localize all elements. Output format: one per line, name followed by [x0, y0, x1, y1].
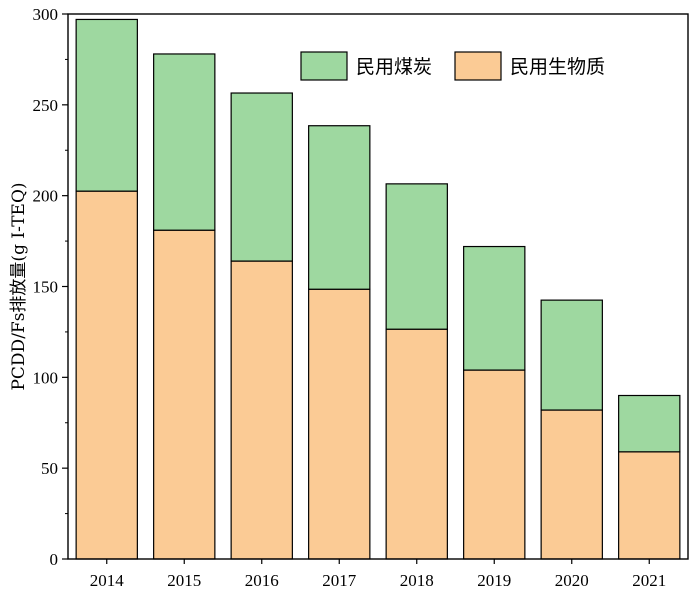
- x-axis: 2014 2015 2016 2017 2018 2019 2020 2021: [90, 559, 666, 590]
- bars-group: [75, 18, 681, 560]
- x-tick-label-2014: 2014: [90, 571, 125, 590]
- legend-swatch: [454, 51, 502, 81]
- y-tick-label: 150: [33, 278, 59, 297]
- bar-biomass-2014: [75, 190, 138, 560]
- x-tick-label-2021: 2021: [632, 571, 666, 590]
- y-tick-label: 0: [50, 550, 59, 569]
- x-tick-label-2016: 2016: [245, 571, 279, 590]
- bar-biomass-2021: [618, 451, 681, 560]
- bar-coal-2017: [308, 125, 371, 290]
- y-tick-label: 200: [33, 187, 59, 206]
- legend-label: 民用生物质: [510, 56, 605, 78]
- bar-biomass-2020: [540, 409, 603, 560]
- bar-coal-2021: [618, 394, 681, 453]
- y-axis-title: PCDD/Fs排放量(g I-TEQ): [9, 182, 29, 390]
- y-tick-label: 100: [33, 368, 59, 387]
- bar-coal-2016: [230, 92, 293, 262]
- x-tick-label-2017: 2017: [322, 571, 357, 590]
- bar-biomass-2015: [153, 229, 216, 560]
- x-tick-label-2018: 2018: [400, 571, 434, 590]
- legend-label: 民用煤炭: [356, 56, 432, 78]
- y-axis: 0 50 100 150 200 250 300: [33, 5, 68, 569]
- bar-biomass-2017: [308, 288, 371, 560]
- y-tick-label: 250: [33, 96, 59, 115]
- y-tick-label: 300: [33, 5, 59, 24]
- y-tick-label: 50: [41, 459, 58, 478]
- bar-biomass-2016: [230, 260, 293, 560]
- bar-coal-2020: [540, 299, 603, 411]
- legend: 民用煤炭 民用生物质: [300, 51, 605, 81]
- bar-coal-2018: [385, 183, 448, 330]
- legend-swatch: [300, 51, 348, 81]
- bar-coal-2015: [153, 53, 216, 231]
- bar-biomass-2019: [463, 369, 526, 560]
- x-tick-label-2019: 2019: [477, 571, 511, 590]
- x-tick-label-2020: 2020: [555, 571, 589, 590]
- bar-coal-2019: [463, 245, 526, 371]
- bar-biomass-2018: [385, 328, 448, 560]
- x-tick-label-2015: 2015: [167, 571, 201, 590]
- bar-coal-2014: [75, 18, 138, 192]
